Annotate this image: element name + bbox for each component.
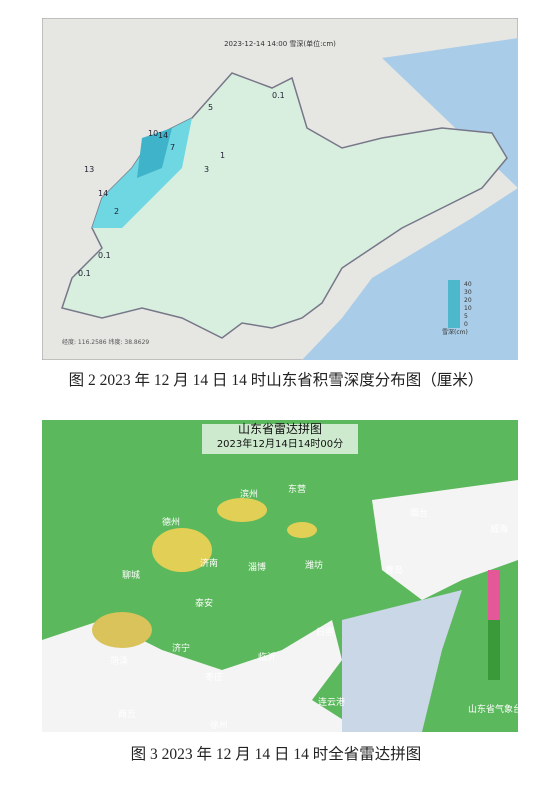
credit: 山东省气象台 — [468, 703, 518, 715]
city-label: 潍坊 — [305, 559, 323, 571]
city-label: 泰安 — [195, 597, 213, 609]
coordinates: 经度: 116.2586 纬度: 38.8629 — [62, 338, 149, 346]
city-label: 济宁 — [172, 642, 190, 654]
city-label: 东营 — [288, 483, 306, 495]
map-time: 2023年12月14日14时00分 — [217, 437, 343, 450]
city-label: 德州 — [162, 516, 180, 528]
snow-value: 2 — [114, 207, 119, 216]
caption: 图 2 2023 年 12 月 14 日 14 时山东省积雪深度分布图（厘米） — [68, 372, 484, 389]
radar-map: 山东省雷达拼图 2023年12月14日14时00分 山东省气象台 德州 滨州 东营烟… — [42, 420, 518, 732]
snow-value: 5 — [208, 103, 213, 112]
city-label: 烟台 — [410, 507, 428, 519]
snow-value: 14 — [98, 189, 108, 198]
snow-value: 10 — [148, 129, 158, 138]
map-title: 山东省雷达拼图 — [238, 422, 322, 436]
legend-label: 10 — [464, 305, 472, 312]
snow-value: 1 — [220, 151, 225, 160]
snow-value: 7 — [170, 143, 175, 152]
city-label: 聊城 — [122, 569, 140, 581]
legend-label: 5 — [464, 313, 468, 320]
legend-unit: 雪深(cm) — [442, 328, 468, 336]
snow-map: 2023-12-14 14:00 雪深(单位:cm) 经度: 116.2586 … — [42, 18, 518, 360]
city-label: 日照 — [316, 627, 334, 638]
legend-label: 30 — [464, 289, 472, 296]
snow-value: 13 — [84, 165, 94, 174]
city-label: 滨州 — [240, 488, 258, 500]
map-header: 2023-12-14 14:00 雪深(单位:cm) — [224, 39, 336, 48]
snow-value: 0.1 — [98, 251, 111, 260]
snow-value: 0.1 — [272, 91, 285, 100]
legend-label: 20 — [464, 297, 472, 304]
snow-value: 0.1 — [78, 269, 91, 278]
city-label: 淄博 — [248, 561, 266, 573]
city-label: 连云港 — [318, 696, 345, 708]
city-label: 济南 — [200, 557, 218, 569]
city-label: 商丘 — [118, 708, 136, 720]
legend-label: 0 — [464, 321, 468, 328]
city-label: 枣庄 — [205, 671, 223, 683]
snow-value: 3 — [204, 165, 209, 174]
legend-label: 40 — [464, 281, 472, 288]
snow-value: 14 — [158, 131, 168, 140]
city-label: 临沂 — [258, 651, 276, 663]
caption: 图 3 2023 年 12 月 14 日 14 时全省雷达拼图 — [130, 746, 422, 763]
city-label: 青岛 — [385, 564, 403, 576]
city-label: 菏泽 — [110, 656, 128, 667]
city-label: 徐州 — [210, 719, 228, 731]
city-label: 威海 — [490, 523, 508, 535]
